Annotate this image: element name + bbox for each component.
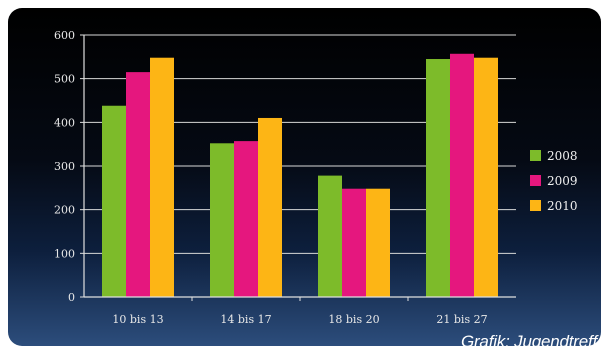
legend-swatch-2008 <box>530 150 541 161</box>
bar-2009 <box>342 188 366 297</box>
bar-2009 <box>234 141 258 297</box>
y-tick-label: 300 <box>54 160 75 173</box>
x-tick-label: 21 bis 27 <box>436 313 487 326</box>
bar-2008 <box>102 105 126 298</box>
bar-2008 <box>318 175 342 297</box>
bar-chart: 0 100 200 300 400 500 600 10 bis 13 14 bis 17 18… <box>54 29 578 326</box>
x-tick-label: 10 bis 13 <box>112 313 163 326</box>
bar-2008 <box>210 143 234 297</box>
y-tick-label: 0 <box>68 291 75 304</box>
y-tick-labels: 0 100 200 300 400 500 600 <box>54 29 75 304</box>
bar-2009 <box>126 72 150 297</box>
chart-credit: Grafik: Jugendtreff <box>460 332 597 351</box>
bar-2010 <box>150 57 174 297</box>
y-tick-label: 500 <box>54 73 75 86</box>
chart-panel: 0 100 200 300 400 500 600 10 bis 13 14 bis 17 18… <box>8 8 601 346</box>
bar-2009 <box>450 53 474 297</box>
axes <box>80 34 516 301</box>
legend-label-2008: 2008 <box>547 149 578 163</box>
bar-2008 <box>426 59 450 298</box>
y-tick-label: 200 <box>54 204 75 217</box>
legend-label-2009: 2009 <box>547 174 578 188</box>
legend-swatch-2009 <box>530 175 541 186</box>
y-tick-label: 600 <box>54 29 75 42</box>
bars <box>102 53 498 298</box>
x-tick-label: 18 bis 20 <box>328 313 379 326</box>
x-tick-label: 14 bis 17 <box>220 313 271 326</box>
bar-2010 <box>258 117 282 297</box>
legend-swatch-2010 <box>530 200 541 211</box>
legend: 2008 2009 2010 <box>530 149 578 213</box>
bar-2010 <box>474 57 498 297</box>
y-tick-label: 100 <box>54 247 75 260</box>
bar-2010 <box>366 188 390 297</box>
legend-label-2010: 2010 <box>547 199 578 213</box>
x-tick-labels: 10 bis 13 14 bis 17 18 bis 20 21 bis 27 <box>112 313 487 326</box>
y-tick-label: 400 <box>54 116 75 129</box>
